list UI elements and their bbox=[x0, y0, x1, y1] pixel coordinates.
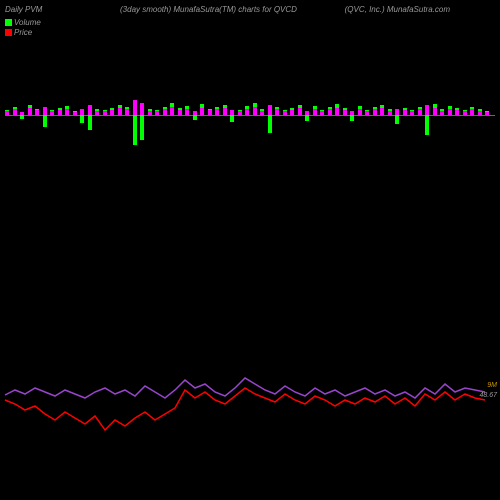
header-center: (3day smooth) MunafaSutra(TM) charts for… bbox=[120, 5, 297, 14]
volume-bar-overlay bbox=[440, 111, 444, 115]
volume-axis bbox=[5, 115, 495, 116]
volume-chart bbox=[5, 100, 495, 160]
volume-bar bbox=[395, 115, 399, 124]
legend-price-label: Price bbox=[14, 28, 32, 37]
volume-bar-overlay bbox=[350, 111, 354, 115]
volume-bar-overlay bbox=[110, 110, 114, 115]
volume-bar bbox=[80, 115, 84, 123]
volume-bar-overlay bbox=[80, 109, 84, 115]
volume-bar-overlay bbox=[455, 110, 459, 115]
volume-bar-overlay bbox=[163, 109, 167, 115]
volume-bar-overlay bbox=[425, 105, 429, 115]
volume-bar-overlay bbox=[328, 109, 332, 115]
volume-bar-overlay bbox=[118, 108, 122, 115]
volume-bar-overlay bbox=[418, 109, 422, 115]
volume-swatch-icon bbox=[5, 19, 12, 26]
volume-bar-overlay bbox=[223, 108, 227, 115]
volume-bar bbox=[20, 115, 24, 119]
volume-bar-overlay bbox=[433, 108, 437, 115]
volume-bar-overlay bbox=[485, 112, 489, 115]
volume-bar-overlay bbox=[245, 109, 249, 115]
volume-bar-overlay bbox=[193, 111, 197, 115]
volume-bar-overlay bbox=[35, 110, 39, 115]
volume-bar-overlay bbox=[305, 111, 309, 115]
volume-bar-overlay bbox=[20, 112, 24, 115]
volume-bar-overlay bbox=[365, 111, 369, 115]
volume-bar-overlay bbox=[50, 111, 54, 115]
volume-bar-overlay bbox=[148, 111, 152, 115]
chart-header: Daily PVM (3day smooth) MunafaSutra(TM) … bbox=[0, 5, 500, 20]
volume-bar-overlay bbox=[373, 109, 377, 115]
volume-bar-overlay bbox=[268, 105, 272, 115]
price-label: 48.67 bbox=[479, 392, 497, 399]
header-right: (QVC, Inc.) MunafaSutra.com bbox=[345, 5, 450, 14]
price-label: 9M bbox=[487, 382, 497, 389]
volume-bar bbox=[43, 115, 47, 127]
volume-bar bbox=[88, 115, 92, 130]
volume-bar-overlay bbox=[215, 109, 219, 115]
volume-bar-overlay bbox=[320, 111, 324, 115]
volume-bar-overlay bbox=[170, 107, 174, 115]
volume-bar-overlay bbox=[140, 103, 144, 115]
volume-bar bbox=[133, 115, 137, 145]
volume-bar-overlay bbox=[185, 109, 189, 115]
volume-bar-overlay bbox=[5, 111, 9, 115]
volume-bar-overlay bbox=[275, 109, 279, 115]
volume-bar-overlay bbox=[298, 108, 302, 115]
volume-bar bbox=[268, 115, 272, 133]
volume-bar-overlay bbox=[403, 110, 407, 115]
volume-bar bbox=[305, 115, 309, 121]
volume-bar-overlay bbox=[313, 109, 317, 115]
volume-bar-overlay bbox=[200, 108, 204, 115]
volume-bar-overlay bbox=[448, 109, 452, 115]
volume-bar bbox=[230, 115, 234, 122]
legend: Volume Price bbox=[5, 17, 41, 37]
volume-bar-overlay bbox=[95, 111, 99, 115]
volume-bar-overlay bbox=[283, 111, 287, 115]
volume-bar-overlay bbox=[73, 112, 77, 115]
volume-bar bbox=[140, 115, 144, 140]
volume-bar-overlay bbox=[388, 111, 392, 115]
volume-bar-overlay bbox=[58, 110, 62, 115]
volume-bar-overlay bbox=[230, 110, 234, 115]
legend-volume-label: Volume bbox=[14, 18, 41, 27]
volume-bar-overlay bbox=[13, 109, 17, 115]
volume-bar-overlay bbox=[260, 111, 264, 115]
volume-bar-overlay bbox=[43, 107, 47, 115]
volume-bar-overlay bbox=[470, 109, 474, 115]
volume-bar-overlay bbox=[208, 110, 212, 115]
volume-bar-overlay bbox=[88, 105, 92, 115]
volume-bar-overlay bbox=[343, 110, 347, 115]
volume-bar-overlay bbox=[238, 111, 242, 115]
line-svg bbox=[5, 370, 485, 450]
volume-bar-overlay bbox=[410, 111, 414, 115]
volume-bar-overlay bbox=[478, 111, 482, 115]
price-swatch-icon bbox=[5, 29, 12, 36]
volume-bar-overlay bbox=[358, 109, 362, 115]
volume-bar bbox=[350, 115, 354, 121]
volume-bar-overlay bbox=[335, 108, 339, 115]
volume-bar bbox=[425, 115, 429, 135]
volume-bar-overlay bbox=[253, 107, 257, 115]
volume-bar-overlay bbox=[395, 109, 399, 115]
volume-bar-overlay bbox=[155, 111, 159, 115]
volume-bar-overlay bbox=[380, 108, 384, 115]
volume-bar bbox=[193, 115, 197, 120]
volume-bar-overlay bbox=[65, 109, 69, 115]
volume-bar-overlay bbox=[133, 100, 137, 115]
legend-volume: Volume bbox=[5, 17, 41, 27]
price-line-chart bbox=[5, 370, 485, 450]
volume-bar-overlay bbox=[290, 110, 294, 115]
volume-bar-overlay bbox=[103, 111, 107, 115]
legend-price: Price bbox=[5, 27, 41, 37]
volume-bar-overlay bbox=[178, 110, 182, 115]
volume-bar-overlay bbox=[463, 111, 467, 115]
volume-bar-overlay bbox=[28, 108, 32, 115]
volume-bar-overlay bbox=[125, 109, 129, 115]
